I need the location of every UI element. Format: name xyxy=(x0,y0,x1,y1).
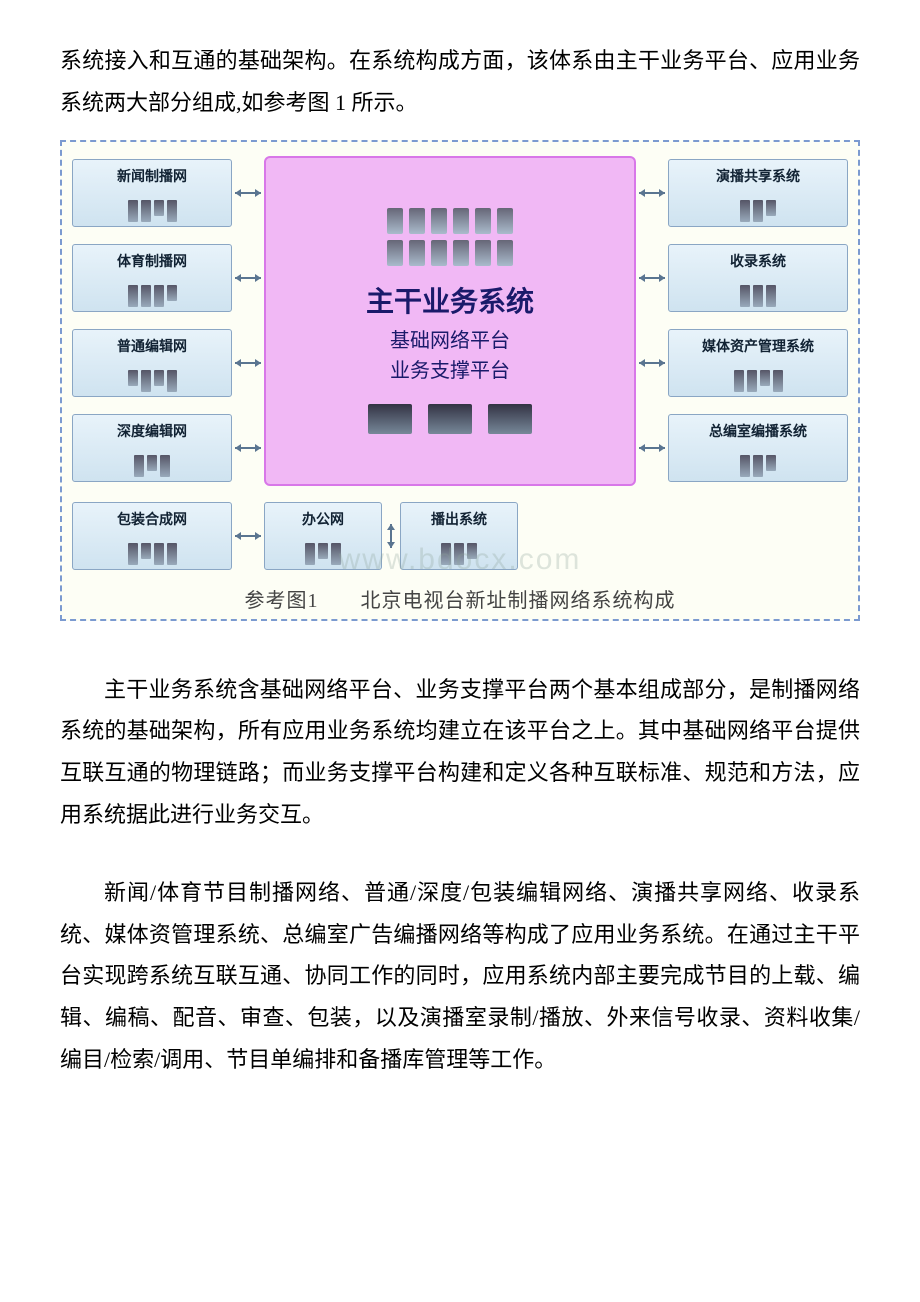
arrow-icon xyxy=(232,185,264,201)
node-studio-share: 演播共享系统 xyxy=(668,159,848,227)
system-diagram: 新闻制播网 主干业务系统 基础网络平台 业务支撑平台 演播共享系统 体育制播网 … xyxy=(60,140,860,621)
node-media-asset: 媒体资产管理系统 xyxy=(668,329,848,397)
arrow-icon xyxy=(232,440,264,456)
node-package: 包装合成网 xyxy=(72,502,232,570)
arrow-icon xyxy=(232,528,264,544)
node-broadcast: 播出系统 xyxy=(400,502,518,570)
arrow-icon xyxy=(636,355,668,371)
center-sub2: 业务支撑平台 xyxy=(390,356,510,386)
arrow-icon xyxy=(232,270,264,286)
center-title: 主干业务系统 xyxy=(366,280,534,320)
center-core-system: 主干业务系统 基础网络平台 业务支撑平台 xyxy=(264,156,636,486)
center-sub1: 基础网络平台 xyxy=(390,326,510,356)
arrow-icon xyxy=(636,440,668,456)
diagram-caption: 参考图1 北京电视台新址制播网络系统构成 xyxy=(72,584,848,613)
node-sports: 体育制播网 xyxy=(72,244,232,312)
arrow-icon xyxy=(636,185,668,201)
node-deep-edit: 深度编辑网 xyxy=(72,414,232,482)
node-chief-edit: 总编室编播系统 xyxy=(668,414,848,482)
node-normal-edit: 普通编辑网 xyxy=(72,329,232,397)
arrow-up-icon xyxy=(382,522,400,550)
node-record: 收录系统 xyxy=(668,244,848,312)
node-office: 办公网 xyxy=(264,502,382,570)
arrow-icon xyxy=(636,270,668,286)
arrow-icon xyxy=(232,355,264,371)
node-news: 新闻制播网 xyxy=(72,159,232,227)
paragraph-3: 新闻/体育节目制播网络、普通/深度/包装编辑网络、演播共享网络、收录系统、媒体资… xyxy=(60,872,860,1081)
paragraph-2: 主干业务系统含基础网络平台、业务支撑平台两个基本组成部分，是制播网络系统的基础架… xyxy=(60,669,860,836)
paragraph-intro: 系统接入和互通的基础架构。在系统构成方面，该体系由主干业务平台、应用业务系统两大… xyxy=(60,40,860,124)
